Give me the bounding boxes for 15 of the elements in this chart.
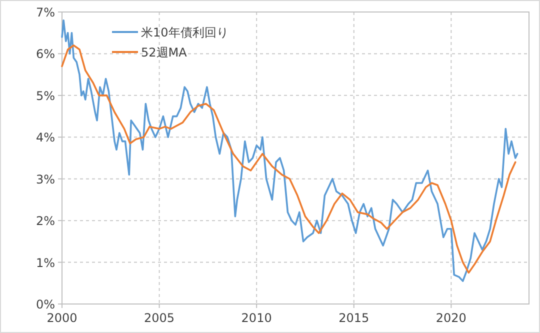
legend-label: 52週MA [141, 46, 188, 60]
x-tick-label: 2000 [46, 311, 78, 325]
x-tick-label: 2020 [436, 311, 466, 325]
y-tick-label: 1% [36, 256, 55, 270]
y-tick-label: 4% [36, 130, 55, 145]
y-tick-label: 3% [36, 172, 55, 186]
y-tick-label: 6% [36, 47, 55, 62]
x-tick-label: 2005 [144, 311, 175, 325]
x-tick-label: 2010 [241, 311, 272, 325]
legend-label: 米10年債利回り [141, 26, 228, 40]
x-tick-label: 2015 [338, 311, 370, 325]
y-tick-label: 0% [36, 298, 55, 312]
y-tick-label: 2% [36, 214, 55, 228]
y-tick-label: 7% [36, 6, 55, 20]
y-tick-label: 5% [36, 88, 55, 103]
